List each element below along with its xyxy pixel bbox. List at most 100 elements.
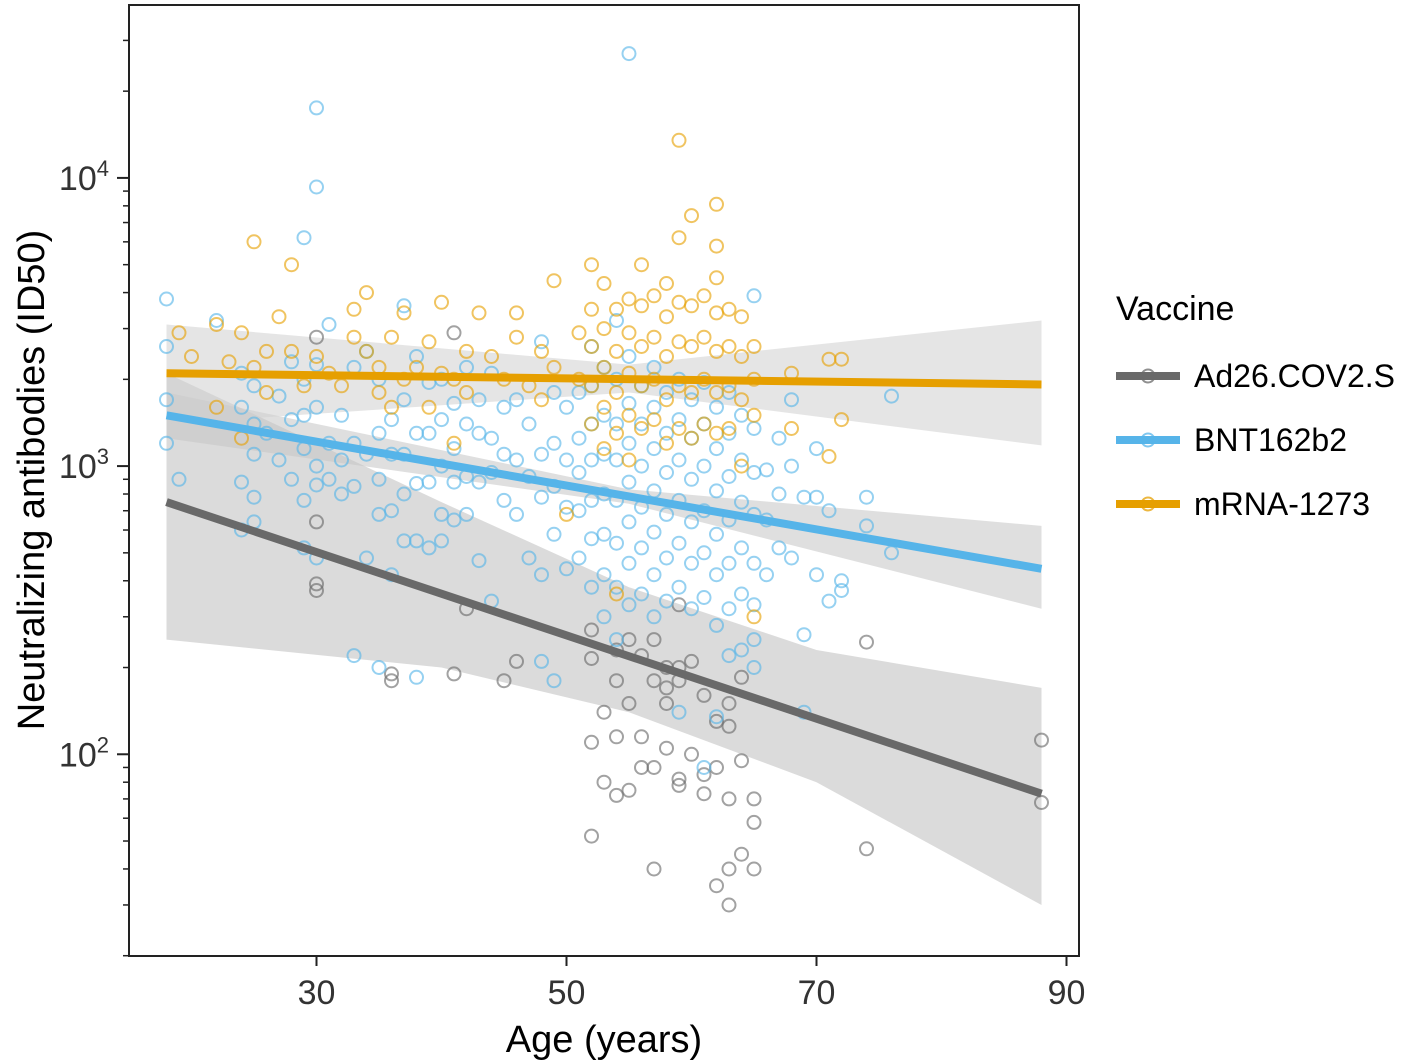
bnt162b2-point	[396, 298, 412, 314]
bnt162b2-point	[634, 586, 649, 602]
bnt162b2-point	[646, 524, 662, 540]
bnt162b2-point	[684, 601, 699, 617]
bnt162b2-point	[309, 179, 324, 195]
ad26-cov2-s-point	[659, 680, 674, 696]
bnt162b2-point	[684, 392, 699, 408]
bnt162b2-point	[721, 648, 737, 664]
bnt162b2-point	[696, 458, 712, 474]
bnt162b2-point	[209, 313, 224, 328]
ad26-cov2-s-point	[734, 846, 749, 862]
bnt162b2-point	[621, 46, 637, 62]
bnt162b2-point	[434, 533, 449, 549]
mrna-1273-point	[234, 325, 249, 341]
mrna-1273-point	[621, 325, 637, 341]
bnt162b2-point	[246, 446, 262, 462]
bnt162b2-point	[771, 430, 787, 446]
bnt162b2-point	[621, 597, 637, 613]
bnt162b2-point	[409, 533, 424, 549]
mrna-1273-point	[821, 449, 837, 464]
bnt162b2-point	[309, 477, 324, 493]
bnt162b2-point	[671, 535, 687, 551]
ad26-cov2-s-point	[671, 771, 687, 787]
mrna-1273-point	[221, 354, 237, 370]
bnt162b2-point	[734, 540, 749, 556]
mrna-1273-point	[621, 291, 637, 307]
bnt162b2-point	[759, 567, 774, 583]
bnt162b2-point	[646, 359, 662, 375]
bnt162b2-point	[596, 526, 612, 542]
x-axis-title: Age (years)	[506, 1019, 702, 1061]
mrna-1273-point	[609, 385, 624, 400]
bnt162b2-point	[671, 704, 687, 720]
bnt162b2-point	[796, 627, 812, 643]
bnt162b2-point	[471, 474, 487, 490]
mrna-1273-point	[346, 329, 362, 345]
mrna-1273-point	[546, 273, 562, 289]
bnt162b2-point	[546, 673, 562, 689]
ad26-cov2-s-point	[859, 634, 874, 650]
bnt162b2-point	[696, 545, 712, 561]
ad26-cov2-s-point	[721, 791, 737, 807]
bnt162b2-point	[596, 407, 612, 423]
bnt162b2-point	[821, 503, 837, 519]
mrna-1273-point	[746, 339, 762, 354]
bnt162b2-point	[709, 617, 724, 633]
mrna-1273-point	[359, 343, 374, 359]
mrna-1273-point	[671, 294, 687, 310]
bnt162b2-point	[546, 526, 562, 542]
mrna-1273-point	[696, 416, 712, 432]
bnt162b2-point	[446, 441, 462, 457]
ad26-cov2-s-point	[721, 718, 737, 734]
bnt162b2-point	[334, 407, 349, 423]
mrna-1273-point	[684, 385, 699, 400]
bnt162b2-point	[721, 555, 737, 571]
ad26-cov2-s-point	[446, 325, 462, 341]
mrna-1273-point	[721, 301, 737, 317]
bnt162b2-point	[521, 416, 537, 432]
bnt162b2-point	[859, 489, 874, 505]
mrna-1273-point	[659, 276, 674, 291]
mrna-1273-point	[546, 359, 562, 375]
mrna-1273-point	[696, 288, 712, 304]
bnt162b2-point	[621, 395, 637, 411]
bnt162b2-point	[684, 555, 699, 571]
ad26-cov2-s-point	[709, 878, 724, 894]
bnt162b2-point	[371, 471, 387, 487]
bnt162b2-point	[746, 421, 762, 436]
bnt162b2-point	[321, 471, 337, 487]
mrna-1273-point	[271, 309, 287, 325]
bnt162b2-point	[284, 354, 299, 370]
bnt162b2-point	[446, 395, 462, 411]
bnt162b2-point	[459, 506, 474, 522]
mrna-1273-point	[434, 294, 449, 310]
ad26-cov2-s-point	[746, 814, 762, 830]
ad26-cov2-s-point	[309, 514, 324, 530]
y-axis-title: Neutralizing antibodies (ID50)	[11, 230, 53, 731]
bnt162b2-point	[571, 430, 587, 446]
mrna-1273-point	[596, 359, 612, 375]
mrna-1273-point	[684, 339, 699, 354]
bnt162b2-point	[646, 441, 662, 457]
mrna-1273-point	[484, 349, 499, 364]
ad26-cov2-s-point	[721, 897, 737, 913]
mrna-1273-point	[709, 305, 724, 321]
mrna-1273-point	[671, 132, 687, 148]
mrna-1273-point	[371, 385, 387, 400]
bnt162b2-point	[496, 492, 512, 508]
bnt162b2-point	[296, 492, 312, 508]
mrna-1273-point	[209, 317, 224, 332]
legend: Vaccine Ad26.COV2.S BNT162b2 mRNA-1273	[1116, 290, 1395, 522]
mrna-1273-point	[421, 334, 437, 350]
mrna-1273-point	[646, 288, 662, 304]
ad26-cov2-s-point	[634, 729, 649, 745]
bnt162b2-point	[634, 540, 649, 556]
mrna-1273-point	[446, 435, 462, 451]
bnt162b2-point	[671, 579, 687, 595]
ad26-cov2-s-point	[596, 774, 612, 790]
mrna-1273-point	[184, 349, 199, 364]
mrna-1273-point	[471, 305, 487, 321]
bnt162b2-point	[721, 601, 737, 617]
mrna-1273-point	[671, 334, 687, 350]
bnt162b2-point	[434, 506, 449, 522]
mrna-1273-point	[659, 349, 674, 364]
